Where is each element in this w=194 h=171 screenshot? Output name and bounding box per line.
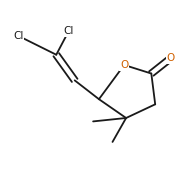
Text: Cl: Cl — [13, 31, 24, 41]
Text: O: O — [120, 60, 128, 70]
Text: O: O — [167, 53, 175, 63]
Text: Cl: Cl — [64, 26, 74, 36]
